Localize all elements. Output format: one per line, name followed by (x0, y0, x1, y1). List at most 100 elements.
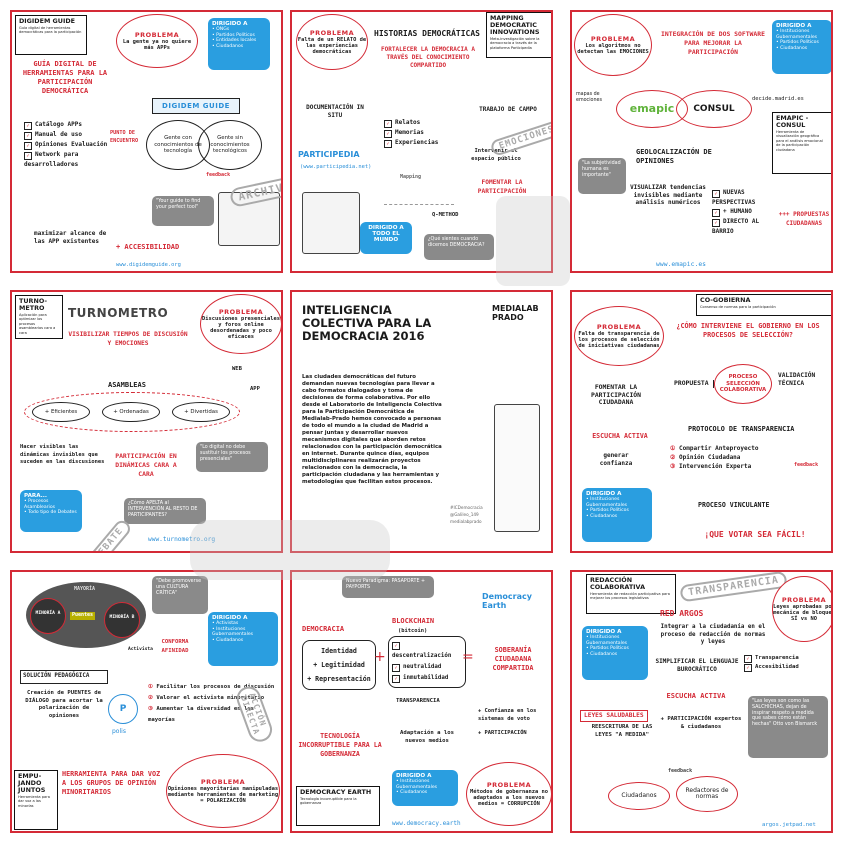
step-item: ① Facilitar los procesos de discusión (148, 684, 275, 690)
visualizar: VISUALIZAR tendencias invisibles mediant… (630, 184, 706, 206)
maximizar-text: maximizar alcance de las APP existentes (34, 230, 107, 245)
para-box: PARA... • Procesos Asamblearios • Todo t… (20, 490, 82, 532)
punto-label: PUNTO DE ENCUENTRO (110, 130, 139, 144)
panel-emapic: PROBLEMA Los algoritmos no detectan las … (570, 10, 833, 273)
polis-label: polis (112, 728, 126, 735)
fomentar: FOMENTAR LA PARTICIPACIÓN CIUDADANA (590, 383, 642, 406)
check-icon: ✓ (392, 664, 400, 672)
democracy-earth-logo: Democracy Earth (482, 592, 532, 610)
checklist-item: ✓ Manual de uso (24, 130, 114, 140)
feedback-label: feedback (668, 768, 693, 774)
turnometro-url[interactable]: www.turnometro.org (148, 536, 216, 543)
problema-bubble: PROBLEMA Los algoritmos no detectan las … (574, 14, 652, 76)
historias-subtitle: FORTALECER LA DEMOCRACIA A TRAVÉS DEL CO… (381, 46, 475, 69)
subjetividad-box: "La subjetividad humana es importante" (578, 158, 626, 194)
quote-box: "Las leyes son como las SALCHICHAS, deja… (748, 696, 828, 758)
puentes-label: Puentes (70, 612, 96, 620)
digidem-logo: DIGIDEM GUIDE (152, 98, 240, 114)
propuestas: +++ PROPUESTAS CIUDADANAS (778, 211, 830, 227)
escucha-activa: ESCUCHA ACTIVA (592, 432, 648, 440)
center-body: Las ciudades democráticas del futuro dem… (302, 374, 442, 485)
list-item: ✓ Memorias (384, 128, 454, 138)
problema-bubble: PROBLEMA La gente ya no quiere más APPs (116, 14, 198, 68)
participedia-logo: PARTICIPEDIA (298, 150, 360, 159)
final-slogan: ¡QUE VOTAR SEA FÁCIL! (704, 530, 806, 539)
relatos-list: ✓ Relatos ✓ Memorias ✓ Experiencias (384, 118, 454, 148)
blockchain-list: ✓descentralización ✓ neutralidad ✓ inmutab… (388, 636, 466, 688)
checklist: ✓ Catálogo APPs ✓ Manual de uso ✓ Opiniones… (24, 120, 114, 169)
people-illustration (218, 192, 280, 246)
minoria-a-label: MINORÍA A (35, 611, 61, 616)
participacion: PARTICIPACIÓN EN DINÁMICAS CARA A CARA (115, 452, 177, 478)
protocol-steps: ① Compartir Anteproyecto ② Opinión Ciuda… (670, 444, 790, 471)
historias-title: HISTORIAS DEMOCRÁTICAS (374, 29, 480, 38)
soberania: SOBERANÍA CIUDADANA COMPARTIDA (492, 646, 534, 672)
bitcoin-label: (bitcoin) (398, 628, 428, 634)
emapic-url[interactable]: www.emapic.es (656, 260, 707, 268)
propuesta: PROPUESTA (674, 379, 714, 388)
simplificar: SIMPLIFICAR EL LENGUAJE BUROCRÁTICO (655, 658, 739, 673)
decide-url[interactable]: decide.madrid.es (752, 96, 804, 102)
intervenir: Intervenir el espacio público (471, 148, 521, 162)
dirigido-box: DIRIGIDO A • Instituciones Gubernamental… (582, 626, 648, 680)
check-icon: ✓ (24, 152, 32, 160)
participedia-url[interactable]: (www.participedia.net) (300, 164, 372, 170)
social-2: @Galileo_149 (450, 512, 479, 517)
reescritura: REESCRITURA DE LAS LEYES "A MEDIDA" (591, 724, 653, 738)
plus-sign: + (374, 649, 386, 665)
problema-bubble: PROBLEMA Falta de un RELATO de las exper… (296, 14, 368, 70)
tecnologia: TECNOLOGÍA INCORRUPTIBLE PARA LA GOBERNA… (298, 732, 382, 758)
quote-box: "Your guide to find your perfect tool" (152, 196, 214, 226)
check-icon: ✓ (744, 655, 752, 663)
activista-label: Activista (128, 647, 153, 652)
fomentar: FOMENTAR LA PARTICIPACIÓN (477, 179, 527, 195)
quote-box: "Debe promoverse una CULTURA CRÍTICA" (152, 576, 208, 614)
tag-democracy-earth: DEMOCRACY EARTH Tecnología incorruptible… (296, 786, 380, 826)
minoria-b-circle (104, 602, 140, 638)
problema-bubble: PROBLEMA Falta de transparencia de los p… (574, 306, 664, 366)
check-icon: ✓ (712, 209, 720, 217)
dirigido-box: DIRIGIDO A • Activistas • Instituciones … (208, 612, 278, 666)
check-icon: ✓ (712, 190, 720, 198)
argos-url[interactable]: argos.jetpad.net (762, 822, 816, 828)
medialab-brand: MEDIALAB PRADO (492, 304, 539, 322)
confianza: + Confianza en los sistemas de voto (478, 708, 537, 722)
question-box: ¿Cómo APELTA al INTERVENCIÓN AL RESTO DE… (124, 498, 206, 524)
democracy-earth-url[interactable]: www.democracy.earth (392, 820, 461, 827)
turnometro-logo: TURNOMETRO (68, 306, 169, 320)
polis-steps: ① Facilitar los procesos de discusión ② … (148, 682, 278, 726)
check-icon: ✓ (24, 142, 32, 150)
list-item: ✓ + HUMANO (712, 207, 780, 217)
digidem-url[interactable]: www.digidemguide.org (116, 262, 181, 268)
check-icon: ✓ (392, 642, 400, 650)
participacion: + PARTICIPACIÓN (478, 730, 527, 736)
oval-ordenadas: + Ordenadas (102, 402, 160, 422)
tag-cogobierna: CO-GOBIERNA Consenso de normas para la p… (696, 294, 831, 316)
step-item: ① Compartir Anteproyecto (670, 445, 759, 452)
asambleas-outline (24, 392, 240, 432)
list-item: ✓ Accesibilidad (744, 663, 830, 672)
heading: HERRAMIENTA PARA DAR VOZ A LOS GRUPOS DE… (62, 770, 161, 796)
step-item: ③ Aumentar la diversidad en las mayorías (148, 706, 255, 723)
heading: VISIBILIZAR TIEMPOS DE DISCUSIÓN Y EMOCI… (68, 331, 188, 347)
democracia-list: Identidad + Legitimidad + Representación (302, 640, 376, 690)
participacion: + PARTICIPACIÓN expertos & ciudadanos (660, 716, 742, 730)
check-icon: ✓ (24, 122, 32, 130)
check-icon: ✓ (24, 132, 32, 140)
panel-redaccion: REDACCIÓN COLABORATIVA Herramienta de re… (570, 570, 833, 833)
oval-divertidas: + Divertidas (172, 402, 230, 422)
dirigido-box: DIRIGIDO A • ONGs • Partidos Políticos •… (208, 18, 270, 70)
mapas-label: mapas de emociones (576, 92, 602, 103)
list-item: ✓ DIRECTO AL BARRIO (712, 218, 760, 235)
trabajo-campo: TRABAJO DE CAMPO (479, 106, 537, 113)
step-item: ② Valorar el activista minoritario (148, 695, 265, 701)
social-1: #ICDemocracia (450, 505, 483, 510)
conforma-afinidad: CONFORMA AFINIDAD (161, 639, 189, 654)
quote-box: "Lo digital no debe sustituir los proces… (196, 442, 268, 472)
tag-turnometro: TURNO-METRO Aplicación para optimizar lo… (15, 295, 63, 339)
heading: GUÍA DIGITAL DE HERRAMIENTAS PARA LA PAR… (22, 60, 108, 95)
accesibilidad-text: + ACCESIBILIDAD (116, 243, 180, 251)
generar-confianza: generar confianza (599, 452, 633, 467)
heading: INTEGRACIÓN DE DOS SOFTWARE PARA MEJORAR… (661, 30, 765, 56)
panel-democracy-earth: Nuevo Paradigma: PASAPORTE + PAYPORTS DE… (290, 570, 553, 833)
